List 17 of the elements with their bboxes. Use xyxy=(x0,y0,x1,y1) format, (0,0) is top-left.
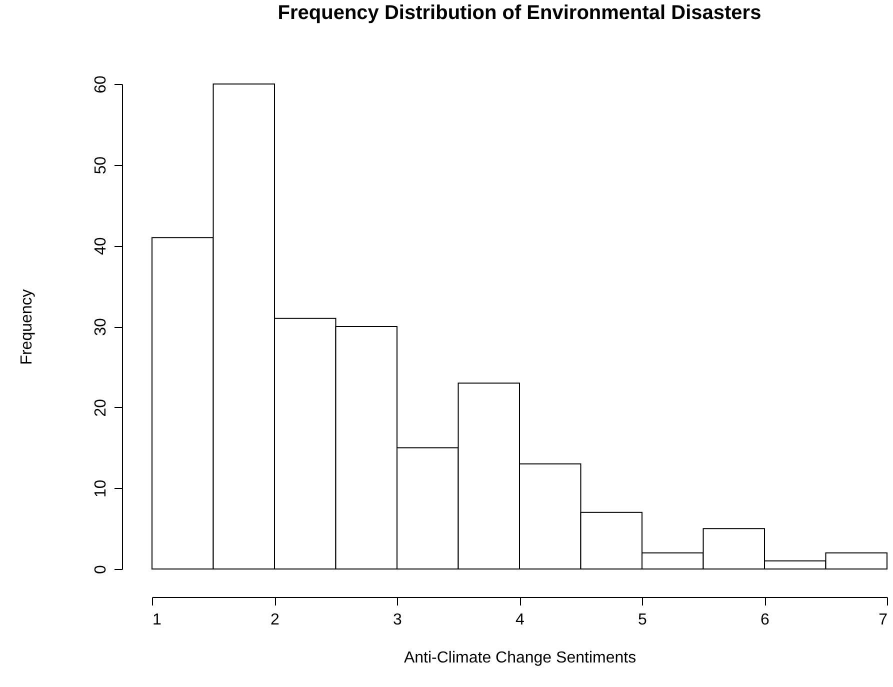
y-tick-label: 60 xyxy=(92,76,110,94)
x-axis-title: Anti-Climate Change Sentiments xyxy=(404,650,636,666)
x-tick-label: 4 xyxy=(516,612,525,628)
x-tick-label: 6 xyxy=(760,612,770,628)
chart-title: Frequency Distribution of Environmental Disasters xyxy=(278,2,762,24)
y-tick-label: 30 xyxy=(92,318,110,336)
x-tick-label: 5 xyxy=(638,612,648,628)
x-tick-label: 1 xyxy=(152,612,162,628)
x-tick-label: 7 xyxy=(878,612,888,628)
x-tick-label: 2 xyxy=(270,612,280,628)
y-tick-label: 10 xyxy=(92,480,110,498)
y-axis-title: Frequency xyxy=(18,289,36,365)
y-tick-label: 20 xyxy=(92,398,110,417)
y-tick-label: 0 xyxy=(92,564,110,574)
y-tick-label: 40 xyxy=(92,237,110,256)
x-tick-label: 3 xyxy=(393,612,402,628)
y-tick-label: 50 xyxy=(92,156,110,174)
